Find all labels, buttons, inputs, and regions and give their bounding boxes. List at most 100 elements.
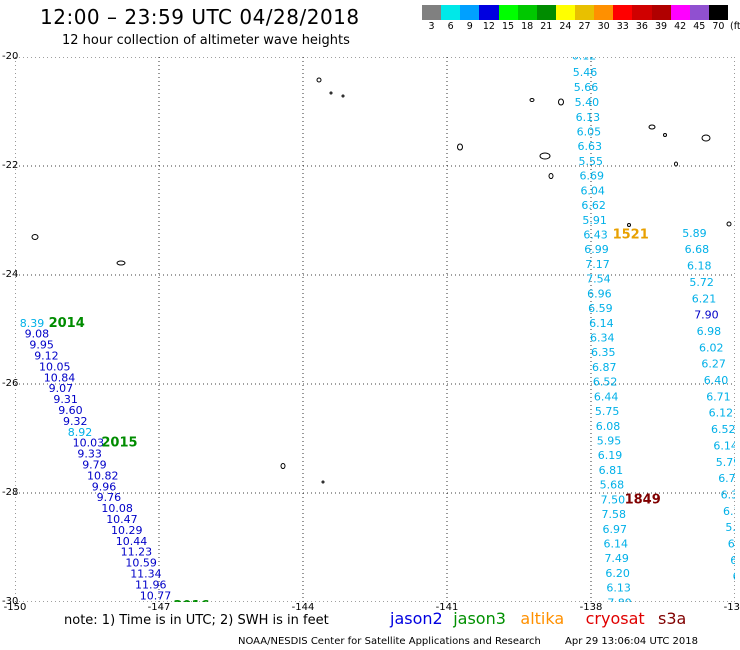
scale-swatch [441,5,461,20]
wave-height-label: 11.23 [121,546,153,559]
wave-height-label: 6.40 [704,374,729,387]
scale-label: 9 [466,21,473,32]
time-label: 2016 [173,599,209,602]
wave-height-label: 6.96 [587,287,612,300]
wave-height-label: 6.95 [730,554,735,567]
scale-label: 12 [482,21,495,32]
longitude-tick-label: -150 [3,602,27,613]
wave-height-label: 11.34 [130,567,162,580]
scale-swatch [613,5,633,20]
wave-height-label: 5.79 [716,456,735,469]
latitude-tick-label: -20 [2,51,19,62]
wave-height-label: 6.13 [576,111,601,124]
scale-label: 24 [559,21,572,32]
longitude-tick-label: -141 [435,602,459,613]
scale-swatch [422,5,442,20]
time-label: 1849 [625,492,661,507]
wave-height-label: 6.43 [583,228,608,241]
scale-swatch [594,5,614,20]
scale-swatch [575,5,595,20]
generated-timestamp: Apr 29 13:06:04 UTC 2018 [565,636,698,647]
wave-height-label: 6.12 [709,407,734,420]
island [674,161,678,167]
scale-swatch [479,5,499,20]
scale-label: 27 [578,21,591,32]
wave-height-label: 5.95 [597,434,622,447]
satellite-legend-s3a: s3a [658,609,687,628]
time-label: 2014 [49,316,85,331]
wave-height-label: 10.82 [87,469,119,482]
wave-height-label: 6.14 [589,317,614,330]
longitude-tick-label: -144 [291,602,315,613]
wave-height-label: 7.54 [586,273,611,286]
wave-height-label: 8.39 [20,317,45,330]
scale-label: 3 [428,21,435,32]
scale-label: 18 [521,21,534,32]
wave-height-label: 6.19 [598,449,623,462]
island [280,463,286,469]
longitude-tick-label: -147 [147,602,171,613]
wave-height-label: 5.72 [689,276,714,289]
wave-height-label: 5.55 [579,155,604,168]
wave-height-label: 7.50 [601,493,626,506]
wave-height-label: 9.12 [34,349,59,362]
wave-height-label: 9.07 [49,382,74,395]
latitude-tick-label: -24 [2,269,19,280]
wave-height-label: 5.40 [575,96,600,109]
wave-height-label: 10.05 [39,360,71,373]
island [341,94,345,98]
scale-swatch [460,5,480,20]
wave-height-label: 5.66 [574,81,599,94]
wave-height-label: 6.72 [728,538,735,551]
wave-height-label: 11.22 [145,600,177,602]
island [31,234,39,240]
wave-height-label: 5.91 [725,521,735,534]
wave-height-label: 10.03 [73,437,105,450]
island [457,143,463,151]
wave-height-label: 9.32 [63,415,88,428]
wave-height-label: 6.87 [592,361,617,374]
wave-height-label: 6.14 [603,538,628,551]
wave-height-label: 6.14 [713,439,735,452]
wave-height-label: 6.13 [606,582,631,595]
wave-height-label: 6.52 [593,376,618,389]
wave-height-label: 6.02 [699,341,724,354]
scale-label: 33 [616,21,629,32]
scale-label: 6 [447,21,454,32]
satellite-legend-cryosat: cryosat [585,609,645,628]
scale-label: 15 [502,21,515,32]
island [648,124,656,130]
wave-height-label: 10.08 [101,502,132,515]
island [316,77,322,83]
wave-height-label: 6.71 [706,390,731,403]
island [663,133,667,137]
wave-height-label: 8.92 [68,426,93,439]
scale-swatch [670,5,690,20]
scale-label: 36 [635,21,648,32]
map-title: 12:00 – 23:59 UTC 04/28/2018 [40,5,360,29]
wave-height-label: 5.89 [682,227,707,240]
islands [31,77,732,484]
wave-height-label: 10.47 [106,513,138,526]
wave-height-label: 6.62 [581,199,606,212]
scale-label: 45 [693,21,706,32]
wave-height-labels: 8.399.089.959.1210.0510.849.079.319.609.… [20,57,735,602]
wave-height-label: 6.35 [591,346,616,359]
map-subtitle: 12 hour collection of altimeter wave hei… [62,33,350,48]
wave-height-label: 6.99 [584,243,609,256]
wave-height-label: 6.12 [572,57,597,63]
wave-height-label: 9.60 [58,404,82,417]
wave-height-label: 6.69 [579,170,604,183]
wave-height-label: 6.08 [596,420,621,433]
wave-height-label: 11.96 [135,578,167,591]
wave-height-label: 6.10 [723,505,735,518]
wave-height-label: 6.81 [599,464,624,477]
time-label: 2015 [101,436,137,451]
island [627,223,631,227]
scale-unit-label: (ft) [730,21,740,32]
wave-height-label: 10.59 [125,557,156,570]
wave-height-label: 10.77 [140,589,172,602]
longitude-tick-label: -135 [723,602,740,613]
island [558,98,564,106]
